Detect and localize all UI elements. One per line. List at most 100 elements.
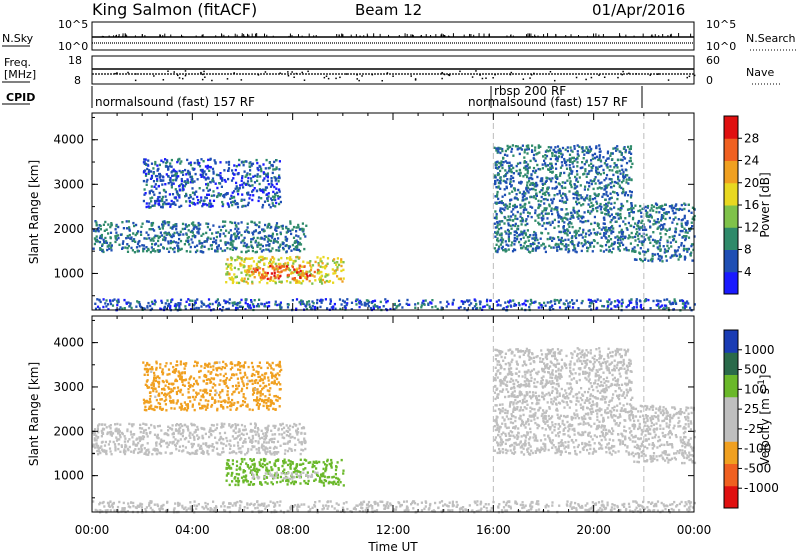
power-cell <box>300 302 304 305</box>
power-cell <box>253 276 256 279</box>
power-cell <box>270 272 273 275</box>
power-cell <box>244 175 247 178</box>
power-cell <box>251 184 254 187</box>
power-cell <box>664 228 667 231</box>
power-cell <box>690 221 693 224</box>
power-cell <box>693 303 696 306</box>
power-cell <box>506 161 509 164</box>
power-cell <box>99 224 102 228</box>
power-cell <box>584 242 587 245</box>
power-cell <box>294 248 297 251</box>
power-cell <box>635 298 638 301</box>
power-cell <box>513 230 516 233</box>
velocity-cell <box>146 442 149 445</box>
power-cell <box>546 237 549 241</box>
power-cell <box>582 173 585 176</box>
power-cell <box>223 249 227 252</box>
power-cell <box>595 200 598 203</box>
power-cell <box>674 204 677 208</box>
power-cell <box>550 207 553 210</box>
power-cell <box>514 214 517 218</box>
power-cell <box>664 304 667 307</box>
power-cell <box>239 301 242 304</box>
power-cell <box>575 231 578 234</box>
power-cell <box>216 247 219 250</box>
velocity-cell <box>169 441 172 444</box>
power-cell <box>567 238 570 241</box>
power-cell <box>545 221 549 225</box>
power-cell <box>597 158 600 162</box>
power-cell <box>200 305 203 308</box>
power-cell <box>150 170 153 173</box>
freq-point <box>307 70 309 73</box>
power-cell <box>316 298 319 302</box>
power-cell <box>501 202 504 205</box>
power-cell <box>600 205 603 209</box>
power-cell <box>319 305 322 309</box>
power-cell <box>319 278 322 281</box>
power-cell <box>498 223 501 226</box>
power-cell <box>589 243 592 246</box>
power-cell <box>298 256 301 259</box>
power-cell <box>497 185 500 188</box>
power-cell <box>566 212 569 216</box>
power-cell <box>297 235 300 238</box>
velocity-cell <box>229 447 232 450</box>
power-cell <box>565 163 568 167</box>
power-cell <box>170 186 173 189</box>
power-cell <box>144 174 148 177</box>
power-cell <box>339 307 342 311</box>
velocity-cell <box>114 445 117 448</box>
power-cell <box>516 217 519 221</box>
power-cell <box>573 183 576 186</box>
power-cell <box>604 212 607 216</box>
power-cell <box>218 225 221 229</box>
power-cell <box>290 232 293 236</box>
power-cell <box>206 225 209 229</box>
power-cell <box>507 215 510 218</box>
power-cell <box>198 161 201 165</box>
power-cell <box>205 173 208 176</box>
nsearch-tick-bottom: 10^0 <box>706 40 736 53</box>
power-cell <box>98 240 102 244</box>
power-cell <box>655 242 658 245</box>
velocity-cell <box>298 441 301 444</box>
power-cell <box>580 196 583 200</box>
power-cell <box>635 227 638 231</box>
power-cell <box>662 214 665 218</box>
power-cell <box>254 239 257 243</box>
power-cell <box>160 299 163 303</box>
power-cell <box>206 203 209 207</box>
power-cell <box>577 194 581 197</box>
power-cell <box>673 249 677 252</box>
power-cell <box>154 160 157 164</box>
power-cell <box>193 193 196 196</box>
power-cell <box>493 247 496 250</box>
velocity-cell <box>148 431 152 435</box>
power-cell <box>139 230 143 234</box>
velocity-cell <box>286 483 289 486</box>
power-cell <box>136 242 140 246</box>
power-cell <box>295 256 298 259</box>
power-cell <box>556 157 559 160</box>
power-cell <box>234 237 237 241</box>
velocity-cell <box>196 425 199 429</box>
velocity-cell <box>228 443 231 446</box>
velocity-cell <box>174 438 177 441</box>
power-cell <box>510 150 513 153</box>
power-cell <box>660 255 663 258</box>
power-cell <box>119 306 122 309</box>
power-cell <box>228 298 231 301</box>
power-cell <box>276 194 279 198</box>
power-cell <box>276 241 279 244</box>
power-cell <box>152 172 155 175</box>
power-cell <box>532 170 535 173</box>
power-cell <box>575 179 578 182</box>
power-cell <box>202 232 205 236</box>
power-cell <box>346 302 349 305</box>
power-cell <box>137 241 140 244</box>
power-cell <box>125 220 128 223</box>
power-cell <box>263 177 266 180</box>
freq-point <box>339 76 341 79</box>
velocity-cell <box>143 447 146 450</box>
